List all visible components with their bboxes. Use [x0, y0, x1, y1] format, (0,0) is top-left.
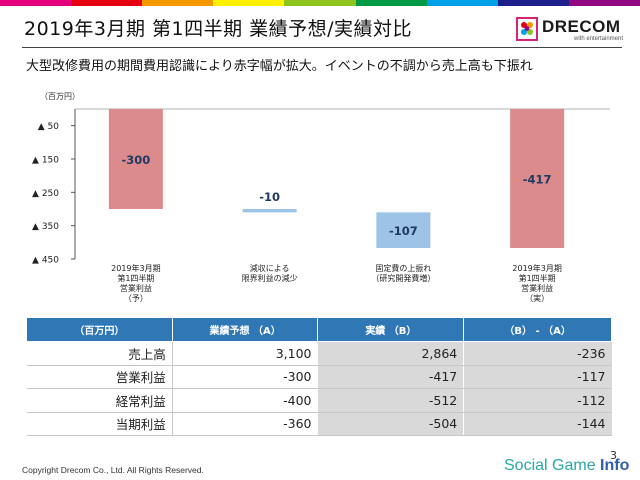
header-unit: （百万円） — [26, 317, 173, 342]
x-category-line: 営業利益 — [521, 283, 553, 293]
y-tick-label: ▲ 250 — [32, 189, 59, 199]
drecom-logo-icon — [516, 17, 538, 41]
header-actual: 実績 （B） — [317, 317, 465, 342]
stripe-segment — [71, 0, 143, 6]
forecast-vs-actual-table: （百万円） 業績予想 （A） 実績 （B） （B） - （A） 売上高 3,10… — [26, 317, 612, 436]
stripe-segment — [568, 0, 640, 6]
stripe-segment — [284, 0, 356, 6]
bar-value-label: -417 — [523, 173, 552, 187]
waterfall-bar — [108, 109, 163, 209]
cell-actual: 2,864 — [317, 341, 464, 366]
stripe-segment — [0, 0, 72, 6]
waterfall-chart: （百万円） ▲ 50 ▲ 150 ▲ 250 ▲ 350 ▲ 450 -300 2019年3月… — [32, 92, 610, 303]
waterfall-bar — [242, 209, 297, 213]
x-category-line: 限界利益の減少 — [242, 273, 298, 283]
stripe-segment — [213, 0, 285, 6]
page-number: 3 — [610, 449, 617, 462]
row-label: 当期利益 — [26, 412, 173, 436]
cell-diff: -112 — [463, 388, 612, 413]
cell-diff: -144 — [463, 412, 612, 436]
y-axis-unit-label: （百万円） — [40, 92, 80, 101]
stripe-segment — [355, 0, 427, 6]
cell-forecast: 3,100 — [171, 341, 318, 366]
x-category-label: 固定費の上振れ（研究開発費増） — [371, 263, 435, 283]
header-diff: （B） - （A） — [463, 317, 612, 342]
cell-forecast: -300 — [171, 365, 318, 389]
bar-value-label: -300 — [121, 153, 150, 167]
watermark-text-b: Info — [600, 457, 630, 474]
copyright-text: Copyright Drecom Co., Ltd. All Rights Re… — [22, 465, 204, 475]
title-rule — [22, 47, 622, 48]
x-category-line: 2019年3月期 — [512, 263, 561, 273]
row-label: 営業利益 — [26, 365, 173, 389]
x-category-line: （実） — [525, 293, 549, 303]
slide-title: 2019年3月期 第1四半期 業績予想/実績対比 — [24, 18, 413, 40]
cell-actual: -512 — [317, 388, 464, 413]
cell-diff: -236 — [463, 341, 612, 366]
waterfall-bar — [376, 212, 431, 248]
x-category-line: 2019年3月期 — [111, 263, 160, 273]
x-category-label: 2019年3月期第1四半期営業利益（実） — [512, 263, 561, 303]
x-category-line: （研究開発費増） — [371, 273, 435, 283]
x-category-line: 第1四半期 — [519, 273, 556, 283]
cell-forecast: -360 — [171, 412, 318, 436]
cell-forecast: -400 — [171, 388, 318, 413]
logo-tagline: with entertainment — [574, 36, 624, 42]
table-row: 当期利益 -360 -504 -144 — [26, 412, 612, 436]
logo-wordmark: DRECOM — [542, 17, 621, 36]
social-game-info-watermark: Social Game Info — [504, 457, 629, 475]
table-row: 経常利益 -400 -512 -112 — [26, 388, 612, 413]
y-tick-label: ▲ 450 — [32, 256, 59, 266]
x-category-line: 固定費の上振れ — [375, 263, 431, 273]
cell-diff: -117 — [463, 365, 612, 389]
y-tick-label: ▲ 50 — [38, 122, 60, 132]
table-row: 営業利益 -300 -417 -117 — [26, 365, 612, 389]
cell-actual: -417 — [317, 365, 464, 389]
stripe-segment — [142, 0, 214, 6]
waterfall-bar — [510, 109, 565, 248]
stripe-segment — [426, 0, 498, 6]
x-category-line: 営業利益 — [120, 283, 152, 293]
y-tick-label: ▲ 150 — [32, 156, 59, 166]
table-header-row: （百万円） 業績予想 （A） 実績 （B） （B） - （A） — [26, 317, 612, 342]
watermark-text-a: Social Game — [504, 457, 596, 474]
header-forecast: 業績予想 （A） — [171, 317, 319, 342]
row-label: 経常利益 — [26, 388, 173, 413]
row-label: 売上高 — [26, 341, 173, 366]
x-category-label: 2019年3月期第1四半期営業利益（予） — [111, 263, 160, 303]
x-category-line: 第1四半期 — [117, 273, 154, 283]
top-color-stripe — [0, 0, 640, 6]
bar-value-label: -107 — [389, 224, 418, 238]
x-category-line: （予） — [124, 294, 148, 303]
cell-actual: -504 — [317, 412, 464, 436]
x-category-line: 減収による — [250, 263, 290, 273]
slide-subtitle: 大型改修費用の期間費用認識により赤字幅が拡大。イベントの不調から売上高も下振れ — [26, 59, 533, 74]
table-row: 売上高 3,100 2,864 -236 — [26, 341, 612, 366]
bar-value-label: -10 — [259, 190, 280, 204]
stripe-segment — [497, 0, 569, 6]
x-category-label: 減収による限界利益の減少 — [242, 263, 298, 283]
y-tick-label: ▲ 350 — [32, 222, 59, 232]
drecom-logo: DRECOM with entertainment — [516, 16, 626, 46]
